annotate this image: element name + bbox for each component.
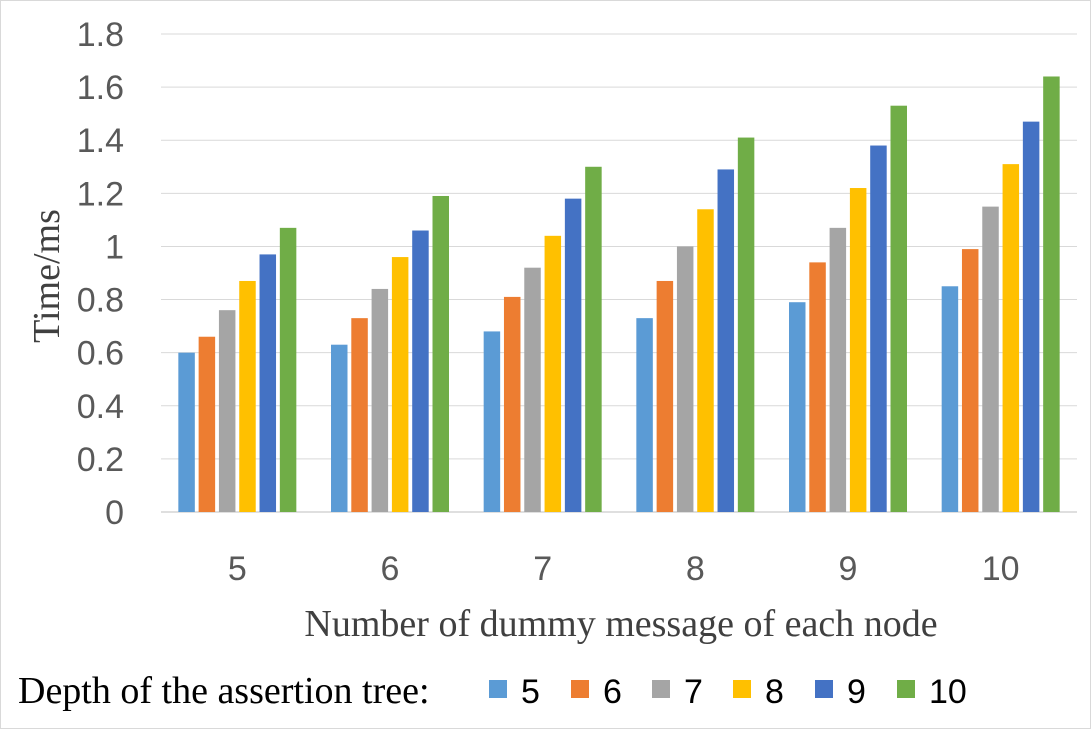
- legend-swatch: [571, 680, 589, 698]
- bar: [391, 257, 409, 512]
- bar: [239, 280, 256, 512]
- bar: [432, 195, 449, 512]
- bar: [564, 198, 582, 512]
- y-tick-label: 1.6: [77, 69, 124, 107]
- bar: [503, 296, 521, 512]
- y-tick-label: 0: [105, 494, 124, 532]
- x-tick-label: 7: [533, 550, 552, 588]
- legend-swatch: [815, 680, 833, 698]
- bar: [351, 318, 368, 512]
- bar: [656, 280, 674, 512]
- legend-label: 7: [684, 673, 703, 711]
- bar: [1043, 76, 1060, 512]
- bar: [1002, 164, 1020, 512]
- bar: [809, 262, 826, 512]
- bar: [331, 344, 348, 512]
- y-tick-label: 0.2: [77, 441, 124, 479]
- legend-swatch: [733, 680, 751, 698]
- bar: [849, 188, 867, 512]
- legend-label: 6: [603, 673, 622, 711]
- bar: [636, 318, 653, 512]
- bar: [483, 331, 501, 512]
- bar: [870, 145, 887, 513]
- y-axis-title: Time/ms: [26, 209, 68, 343]
- bar: [259, 254, 277, 512]
- legend-label: 8: [765, 673, 784, 711]
- bar: [412, 230, 429, 512]
- y-tick-label: 0.8: [77, 282, 124, 320]
- y-tick-label: 1.2: [77, 175, 124, 213]
- y-tick-label: 1.4: [77, 122, 124, 160]
- bar: [941, 286, 959, 512]
- bar: [178, 352, 195, 512]
- bar: [544, 235, 562, 513]
- legend-label: 9: [847, 673, 866, 711]
- bar: [829, 227, 847, 512]
- bar: [717, 169, 735, 512]
- y-tick-label: 0.4: [77, 388, 124, 426]
- bar: [737, 137, 755, 513]
- bar: [890, 105, 907, 512]
- bar: [524, 267, 541, 512]
- legend: Depth of the assertion tree: 5 6 7 8 9 10: [18, 670, 967, 712]
- x-tick-label: 5: [228, 550, 247, 588]
- bars: [178, 76, 1060, 513]
- y-tick-label: 1: [105, 228, 124, 266]
- x-tick-label: 8: [686, 550, 705, 588]
- legend-label: 10: [929, 673, 967, 711]
- x-tick-label: 10: [982, 550, 1020, 588]
- x-axis-title: Number of dummy message of each node: [304, 603, 937, 645]
- x-tick-label: 6: [381, 550, 400, 588]
- bar: [279, 227, 297, 512]
- gridlines: [161, 33, 1077, 513]
- bar: [697, 209, 714, 512]
- legend-title: Depth of the assertion tree:: [18, 670, 430, 712]
- y-tick-label: 0.6: [77, 335, 124, 373]
- bar: [676, 246, 694, 512]
- bar: [198, 336, 216, 512]
- legend-swatch: [652, 680, 670, 698]
- legend-label: 5: [521, 673, 540, 711]
- bar: [789, 302, 806, 512]
- bar: [371, 288, 389, 512]
- bar: [585, 166, 602, 512]
- x-tick-label: 9: [839, 550, 858, 588]
- bar: [961, 249, 979, 512]
- y-tick-label: 1.8: [77, 16, 124, 54]
- bar: [218, 310, 236, 512]
- x-axis-ticks: 5 6 7 8 9 10: [228, 550, 1020, 588]
- legend-swatch: [897, 680, 915, 698]
- bar: [982, 206, 999, 512]
- legend-swatch: [489, 680, 507, 698]
- bar: [1022, 121, 1040, 512]
- y-axis-ticks: 0 0.2 0.4 0.6 0.8 1 1.2 1.4 1.6 1.8: [77, 16, 124, 532]
